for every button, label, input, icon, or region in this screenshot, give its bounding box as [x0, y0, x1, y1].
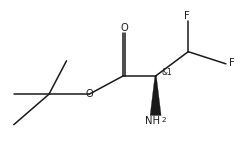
Text: O: O — [85, 89, 92, 99]
Text: O: O — [120, 23, 128, 33]
Polygon shape — [150, 76, 160, 116]
Text: NH: NH — [144, 116, 160, 126]
Text: F: F — [228, 58, 234, 68]
Text: 2: 2 — [161, 117, 166, 123]
Text: F: F — [184, 11, 189, 21]
Text: &1: &1 — [160, 68, 171, 77]
